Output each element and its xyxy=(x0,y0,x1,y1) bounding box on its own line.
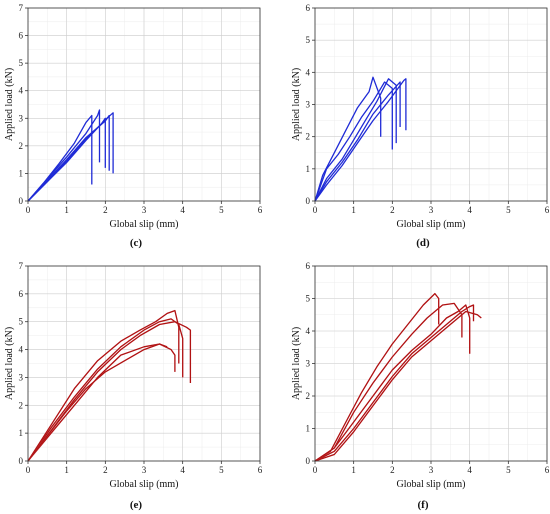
x-axis-title: Global slip (mm) xyxy=(397,219,466,230)
y-tick-label: 5 xyxy=(19,317,24,327)
x-tick-label: 0 xyxy=(313,465,318,475)
y-tick-label: 4 xyxy=(19,86,24,96)
y-tick-label: 1 xyxy=(306,424,311,434)
y-tick-label: 2 xyxy=(19,141,24,151)
panel-label: (f) xyxy=(418,499,429,511)
series-line xyxy=(27,309,180,462)
chart-panel: 0 1 2 3 4 5 6 0 1 2 3 4 5 6 Global slip (mm) Applied lo… xyxy=(291,3,550,249)
y-tick-label: 7 xyxy=(19,3,24,13)
x-tick-label: 0 xyxy=(26,205,31,215)
x-tick-label: 5 xyxy=(219,205,224,215)
y-tick-label: 0 xyxy=(19,456,24,466)
y-tick-label: 3 xyxy=(306,359,311,369)
y-tick-label: 3 xyxy=(19,372,24,382)
y-tick-label: 3 xyxy=(306,100,311,110)
x-tick-label: 2 xyxy=(390,205,395,215)
x-tick-label: 5 xyxy=(219,465,224,475)
series-line xyxy=(314,310,482,462)
x-tick-label: 3 xyxy=(429,205,434,215)
y-tick-label: 4 xyxy=(306,67,311,77)
series-line xyxy=(314,304,471,462)
series-line xyxy=(27,343,176,462)
x-tick-label: 6 xyxy=(258,205,263,215)
y-tick-label: 5 xyxy=(306,294,311,304)
y-tick-label: 1 xyxy=(306,164,311,174)
x-tick-label: 4 xyxy=(180,465,185,475)
x-tick-label: 3 xyxy=(429,465,434,475)
y-tick-label: 5 xyxy=(306,35,311,45)
series-line xyxy=(314,292,440,462)
y-tick-label: 6 xyxy=(19,289,24,299)
panel-label: (c) xyxy=(130,237,143,249)
x-tick-label: 3 xyxy=(142,465,147,475)
x-tick-label: 4 xyxy=(467,465,472,475)
chart-panel: 0 1 2 3 4 5 6 0 1 2 3 4 5 6 Global slip (mm) Applied lo… xyxy=(291,261,550,511)
y-axis-title: Applied load (kN) xyxy=(291,327,302,400)
x-tick-label: 5 xyxy=(506,205,511,215)
y-tick-label: 2 xyxy=(19,400,24,410)
y-tick-label: 0 xyxy=(19,196,24,206)
x-tick-label: 3 xyxy=(142,205,147,215)
x-tick-label: 0 xyxy=(313,205,318,215)
x-tick-label: 1 xyxy=(64,465,69,475)
y-tick-label: 2 xyxy=(306,132,311,142)
y-tick-label: 4 xyxy=(19,345,24,355)
series-line xyxy=(314,76,382,202)
y-tick-label: 4 xyxy=(306,326,311,336)
x-tick-label: 1 xyxy=(351,465,356,475)
x-axis-title: Global slip (mm) xyxy=(110,219,179,230)
x-tick-label: 1 xyxy=(351,205,356,215)
x-axis-title: Global slip (mm) xyxy=(397,479,466,490)
series-line xyxy=(27,318,184,462)
x-tick-label: 2 xyxy=(390,465,395,475)
y-axis-title: Applied load (kN) xyxy=(291,68,302,141)
y-tick-label: 5 xyxy=(19,58,24,68)
y-tick-label: 2 xyxy=(306,391,311,401)
x-tick-label: 2 xyxy=(103,205,108,215)
x-axis-title: Global slip (mm) xyxy=(110,479,179,490)
panel-label: (e) xyxy=(130,499,143,511)
series-line xyxy=(314,302,463,462)
y-tick-label: 1 xyxy=(19,168,24,178)
series-line xyxy=(314,304,475,462)
x-tick-label: 1 xyxy=(64,205,69,215)
series-line xyxy=(314,78,397,202)
x-tick-label: 4 xyxy=(467,205,472,215)
y-tick-label: 6 xyxy=(19,31,24,41)
series-line xyxy=(27,109,101,202)
x-tick-label: 4 xyxy=(180,205,185,215)
y-tick-label: 6 xyxy=(306,3,311,13)
y-tick-label: 7 xyxy=(19,261,24,271)
series-line xyxy=(314,81,393,202)
chart-panel: 0 1 2 3 4 5 6 0 1 2 3 4 5 6 7 Global slip (mm) Applied l… xyxy=(4,261,263,511)
y-tick-label: 1 xyxy=(19,428,24,438)
series-line xyxy=(27,343,168,462)
chart-panel: 0 1 2 3 4 5 6 0 1 2 3 4 5 6 7 Global slip (mm) Applied l… xyxy=(4,3,263,249)
y-axis-title: Applied load (kN) xyxy=(4,327,15,400)
y-tick-label: 0 xyxy=(306,196,311,206)
series-line xyxy=(314,81,401,202)
series-line xyxy=(27,112,114,202)
x-tick-label: 6 xyxy=(258,465,263,475)
y-axis-title: Applied load (kN) xyxy=(4,68,15,141)
x-tick-label: 0 xyxy=(26,465,31,475)
x-tick-label: 5 xyxy=(506,465,511,475)
x-tick-label: 2 xyxy=(103,465,108,475)
y-tick-label: 0 xyxy=(306,456,311,466)
x-tick-label: 6 xyxy=(545,205,550,215)
y-tick-label: 6 xyxy=(306,261,311,271)
series-line xyxy=(27,321,192,462)
panel-label: (d) xyxy=(416,237,430,249)
x-tick-label: 6 xyxy=(545,465,550,475)
series-line xyxy=(314,78,407,202)
y-tick-label: 3 xyxy=(19,113,24,123)
